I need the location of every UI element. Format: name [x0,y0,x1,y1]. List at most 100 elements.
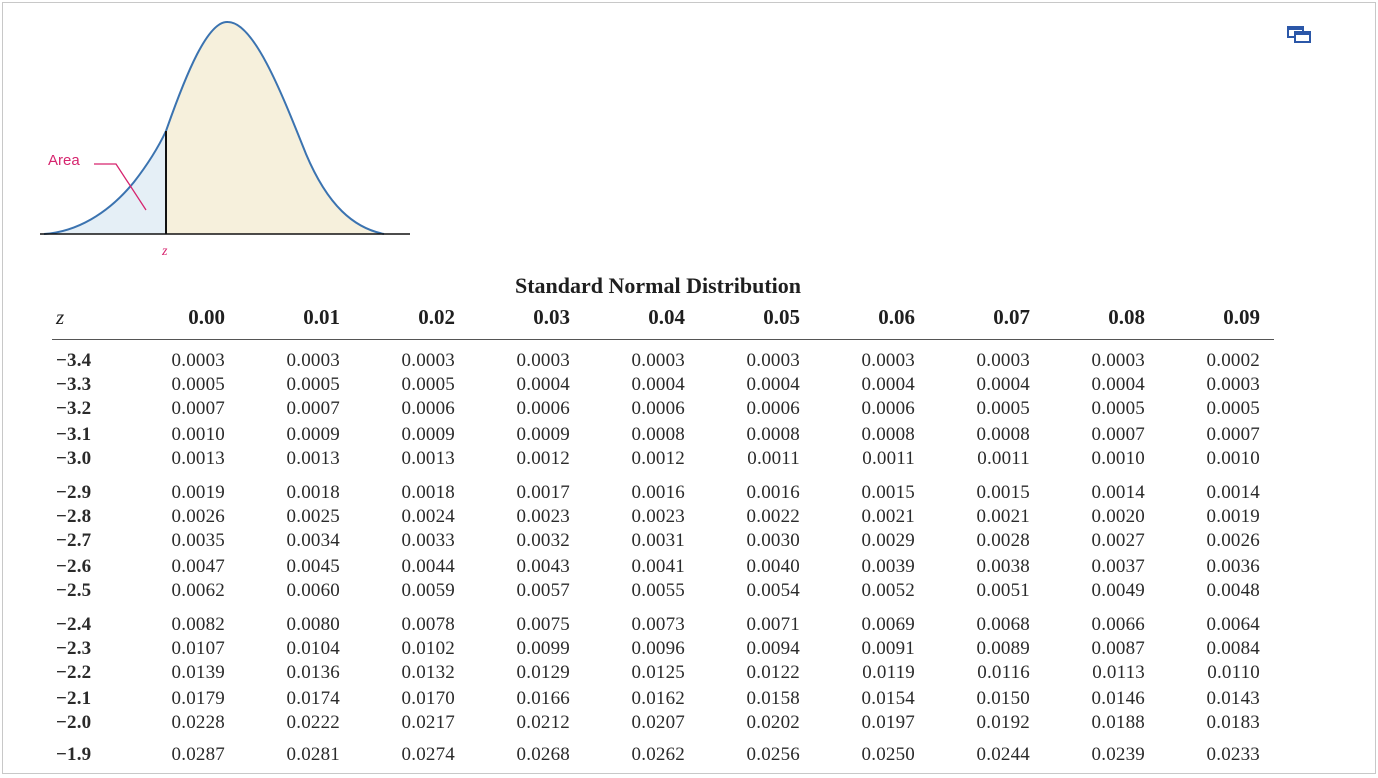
probability-cell: 0.0040 [746,556,800,577]
probability-cell: 0.0034 [286,530,340,551]
probability-cell: 0.0005 [286,374,340,395]
probability-cell: 0.0094 [746,638,800,659]
probability-cell: 0.0004 [746,374,800,395]
probability-cell: 0.0051 [976,580,1030,601]
probability-cell: 0.0005 [401,374,455,395]
z-value-cell: −2.3 [56,638,92,659]
z-value-cell: −2.6 [56,556,92,577]
area-leader-line [94,163,147,211]
probability-cell: 0.0162 [631,688,685,709]
z-value-cell: −3.3 [56,374,92,395]
probability-cell: 0.0003 [286,350,340,371]
table-title: Standard Normal Distribution [514,273,802,298]
probability-cell: 0.0009 [401,424,455,445]
probability-cell: 0.0096 [631,638,685,659]
table-row: −1.9 0.0287 0.0281 0.0274 0.0268 0.0262 0.0256… [0,744,1378,768]
probability-cell: 0.0075 [516,614,570,635]
column-header: 0.05 [763,305,800,329]
probability-cell: 0.0005 [171,374,225,395]
probability-cell: 0.0003 [171,350,225,371]
probability-cell: 0.0007 [1206,424,1260,445]
probability-cell: 0.0004 [631,374,685,395]
probability-cell: 0.0024 [401,506,455,527]
probability-cell: 0.0158 [746,688,800,709]
probability-cell: 0.0154 [861,688,915,709]
probability-cell: 0.0071 [746,614,800,635]
probability-cell: 0.0078 [401,614,455,635]
probability-cell: 0.0009 [286,424,340,445]
probability-cell: 0.0032 [516,530,570,551]
probability-cell: 0.0004 [1091,374,1145,395]
table-row: −3.0 0.0013 0.0013 0.0013 0.0012 0.0012 0.0011… [0,448,1378,472]
curve-area-right [166,21,384,234]
probability-cell: 0.0005 [1206,398,1260,419]
area-label: Area [48,152,80,169]
probability-cell: 0.0002 [1206,350,1260,371]
table-row: −3.2 0.0007 0.0007 0.0006 0.0006 0.0006 0.0006… [0,398,1378,422]
probability-cell: 0.0031 [631,530,685,551]
header-rule [52,339,1274,340]
probability-cell: 0.0057 [516,580,570,601]
column-header: 0.03 [533,305,570,329]
probability-cell: 0.0179 [171,688,225,709]
probability-cell: 0.0012 [516,448,570,469]
probability-cell: 0.0212 [516,712,570,733]
probability-cell: 0.0008 [976,424,1030,445]
probability-cell: 0.0026 [1206,530,1260,551]
probability-cell: 0.0030 [746,530,800,551]
z-value-cell: −2.7 [56,530,92,551]
column-header: 0.02 [418,305,455,329]
probability-cell: 0.0197 [861,712,915,733]
probability-cell: 0.0003 [516,350,570,371]
column-header: 0.09 [1223,305,1260,329]
probability-cell: 0.0143 [1206,688,1260,709]
column-header: 0.07 [993,305,1030,329]
probability-cell: 0.0008 [861,424,915,445]
probability-cell: 0.0125 [631,662,685,683]
probability-cell: 0.0006 [746,398,800,419]
probability-cell: 0.0015 [976,482,1030,503]
popout-window-icon[interactable] [1286,24,1312,44]
column-header: 0.06 [878,305,915,329]
probability-cell: 0.0009 [516,424,570,445]
table-row: −3.4 0.0003 0.0003 0.0003 0.0003 0.0003 0.0003… [0,350,1378,374]
probability-cell: 0.0244 [976,744,1030,765]
probability-cell: 0.0013 [286,448,340,469]
probability-cell: 0.0052 [861,580,915,601]
normal-curve-figure [40,20,410,235]
probability-cell: 0.0166 [516,688,570,709]
probability-cell: 0.0039 [861,556,915,577]
z-value-cell: −2.9 [56,482,92,503]
table-row: −2.5 0.0062 0.0060 0.0059 0.0057 0.0055 0.0054… [0,580,1378,604]
probability-cell: 0.0256 [746,744,800,765]
probability-cell: 0.0110 [1207,662,1260,683]
table-row: −2.7 0.0035 0.0034 0.0033 0.0032 0.0031 0.0030… [0,530,1378,554]
probability-cell: 0.0250 [861,744,915,765]
probability-cell: 0.0003 [401,350,455,371]
z-value-cell: −2.5 [56,580,92,601]
z-value-cell: −2.4 [56,614,92,635]
probability-cell: 0.0022 [746,506,800,527]
probability-cell: 0.0021 [861,506,915,527]
probability-cell: 0.0012 [631,448,685,469]
probability-cell: 0.0239 [1091,744,1145,765]
table-row: −2.0 0.0228 0.0222 0.0217 0.0212 0.0207 0.0202… [0,712,1378,736]
table-row: −3.1 0.0010 0.0009 0.0009 0.0009 0.0008 0.0008… [0,424,1378,448]
probability-cell: 0.0139 [171,662,225,683]
probability-cell: 0.0060 [286,580,340,601]
probability-cell: 0.0037 [1091,556,1145,577]
probability-cell: 0.0018 [286,482,340,503]
z-value-cell: −3.1 [56,424,92,445]
probability-cell: 0.0018 [401,482,455,503]
probability-cell: 0.0055 [631,580,685,601]
probability-cell: 0.0023 [631,506,685,527]
probability-cell: 0.0011 [747,448,800,469]
probability-cell: 0.0049 [1091,580,1145,601]
probability-cell: 0.0099 [516,638,570,659]
table-row: −2.2 0.0139 0.0136 0.0132 0.0129 0.0125 0.0122… [0,662,1378,686]
probability-cell: 0.0027 [1091,530,1145,551]
table-row: −2.6 0.0047 0.0045 0.0044 0.0043 0.0041 0.0040… [0,556,1378,580]
probability-cell: 0.0262 [631,744,685,765]
z-value-cell: −2.0 [56,712,92,733]
probability-cell: 0.0005 [1091,398,1145,419]
